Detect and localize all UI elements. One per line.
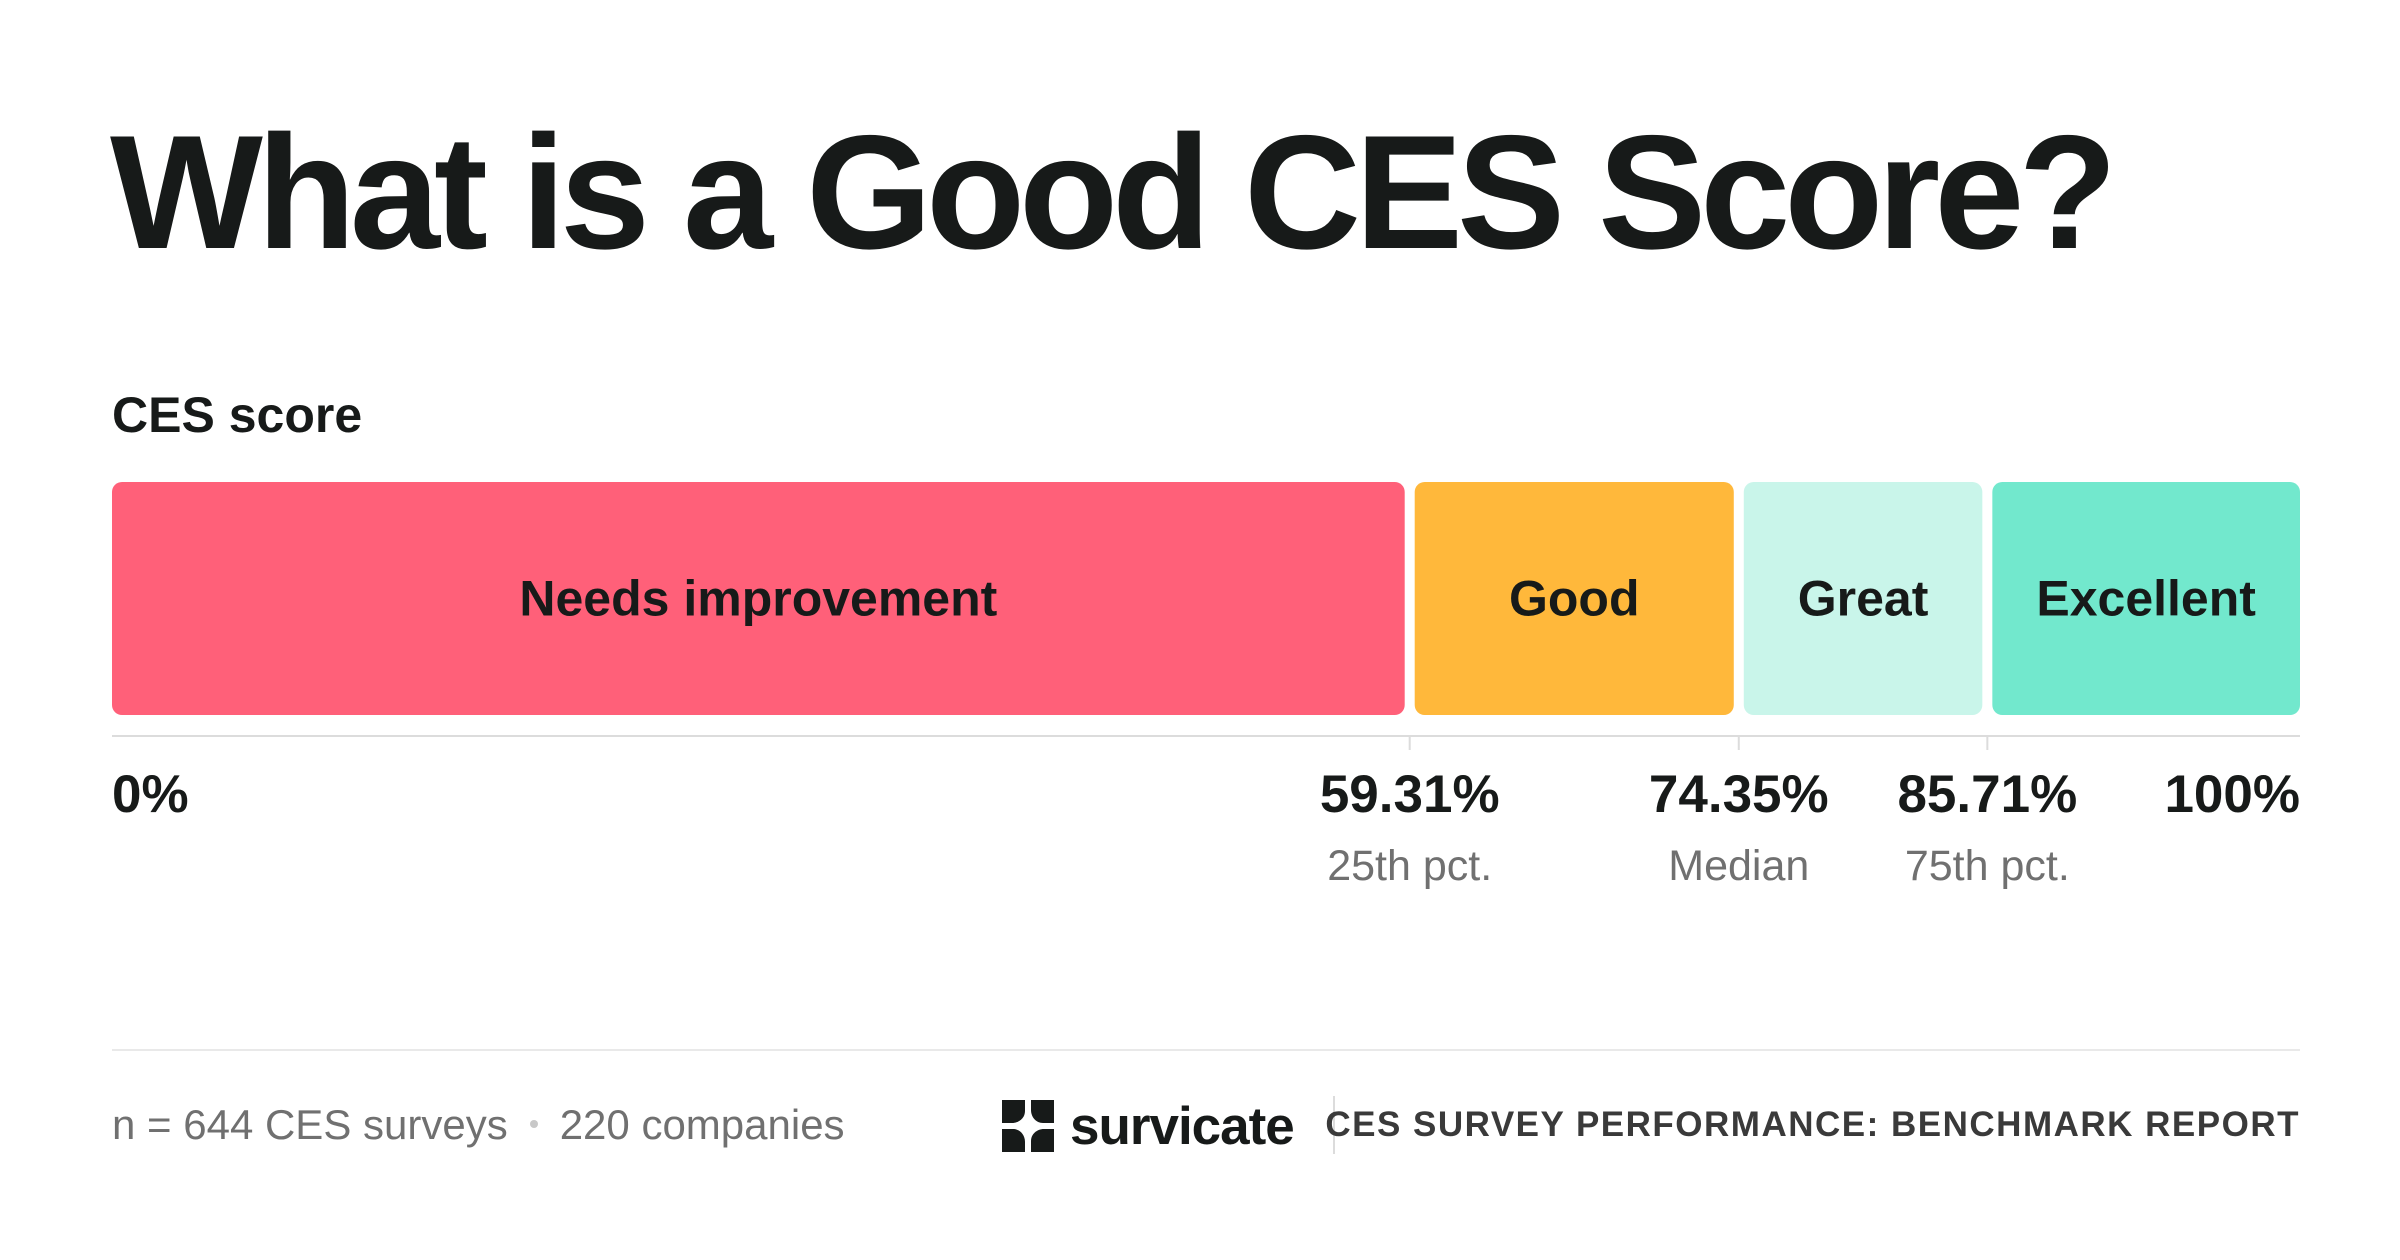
page-title: What is a Good CES Score? [110, 102, 2117, 283]
footer-separator [1333, 1096, 1335, 1154]
tick-label: 74.35% [1649, 765, 1829, 824]
separator-dot [529, 1119, 538, 1128]
tick-label: 100% [2164, 765, 2300, 824]
brand-name: survicate [1070, 1096, 1295, 1156]
tick-label: 59.31% [1320, 765, 1500, 824]
segment-excellent [1992, 482, 2300, 715]
segment-label-great: Great [1798, 571, 1929, 627]
chart-label: CES score [112, 387, 363, 443]
segment-label-excellent: Excellent [2036, 571, 2256, 627]
footer-divider [112, 1049, 2300, 1051]
tick-sublabel: 75th pct. [1905, 842, 2070, 890]
brand: survicate [998, 1096, 1295, 1156]
tick-label: 85.71% [1897, 765, 2077, 824]
sample-size: n = 644 CES surveys [112, 1101, 508, 1148]
footer-sample-info: n = 644 CES surveys 220 companies [112, 1101, 845, 1149]
segment-label-good: Good [1509, 571, 1640, 627]
tick-sublabel: Median [1668, 842, 1809, 890]
segment-label-needs-improvement: Needs improvement [519, 571, 997, 627]
segment-great [1743, 482, 1983, 715]
segment-needs-improvement [112, 482, 1405, 715]
survicate-logo-icon [1002, 1100, 1054, 1152]
tick-label: 0% [112, 765, 189, 824]
segment-good [1414, 482, 1734, 715]
company-count: 220 companies [559, 1101, 845, 1148]
report-title: CES SURVEY PERFORMANCE: BENCHMARK REPORT [1325, 1105, 2300, 1144]
tick-sublabel: 25th pct. [1327, 842, 1492, 890]
